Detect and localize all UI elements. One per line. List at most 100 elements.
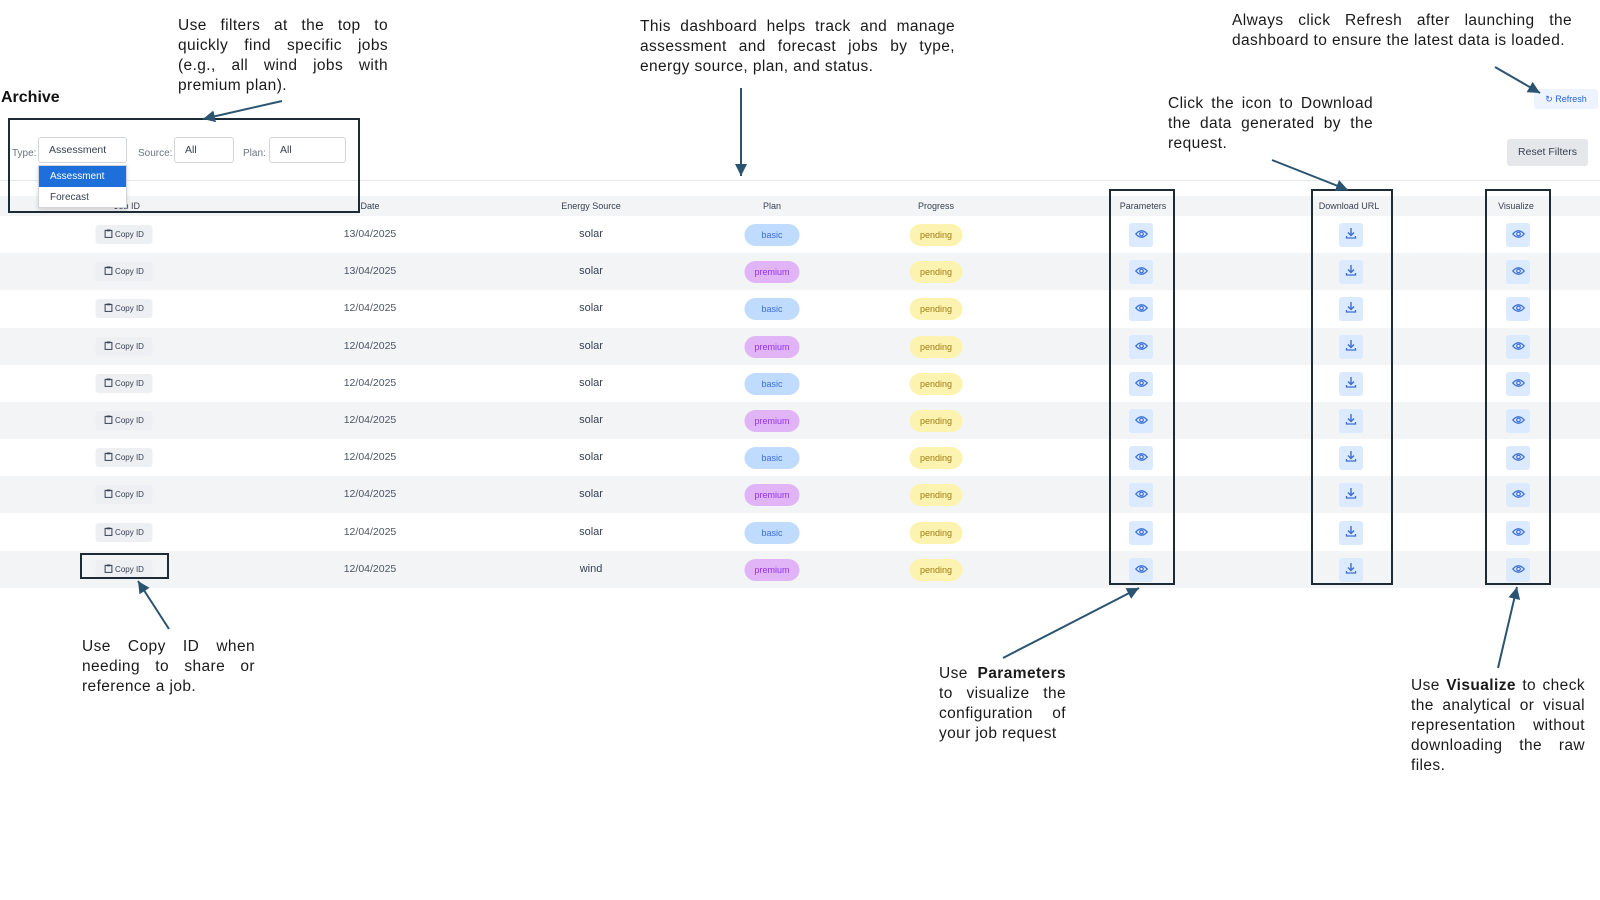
copy-id-button[interactable]: Copy ID bbox=[95, 411, 153, 430]
plan-badge: basic bbox=[744, 224, 800, 246]
clipboard-icon bbox=[104, 415, 115, 425]
download-button[interactable] bbox=[1339, 334, 1363, 359]
parameters-button[interactable] bbox=[1129, 371, 1153, 396]
parameters-button[interactable] bbox=[1129, 483, 1153, 508]
copy-id-note: Use Copy ID when needing to share or ref… bbox=[82, 638, 255, 695]
visualize-button[interactable] bbox=[1506, 557, 1530, 582]
download-button[interactable] bbox=[1339, 409, 1363, 433]
clipboard-icon bbox=[104, 303, 115, 313]
type-filter-select[interactable]: Assessment bbox=[38, 137, 127, 163]
progress-badge: pending bbox=[909, 521, 963, 544]
row-date: 12/04/2025 bbox=[343, 525, 397, 538]
eye-icon bbox=[1511, 263, 1525, 281]
progress-badge: pending bbox=[909, 261, 963, 284]
eye-icon bbox=[1134, 226, 1148, 244]
visualize-button[interactable] bbox=[1506, 297, 1530, 322]
arrow-to-filters bbox=[202, 100, 283, 123]
page-title: Archive bbox=[1, 89, 60, 106]
parameters-button[interactable] bbox=[1129, 260, 1153, 285]
parameters-button[interactable] bbox=[1129, 297, 1153, 322]
type-filter-dropdown: Assessment Forecast bbox=[38, 165, 127, 208]
copy-id-button[interactable]: Copy ID bbox=[95, 559, 153, 579]
arrow-to-download bbox=[1271, 159, 1349, 192]
visualize-button[interactable] bbox=[1506, 260, 1530, 285]
copy-id-label: Copy ID bbox=[115, 341, 144, 351]
parameters-button[interactable] bbox=[1129, 334, 1153, 359]
plan-badge: premium bbox=[744, 410, 800, 432]
table-row: Copy ID 12/04/2025 solar premium pending bbox=[0, 402, 1600, 439]
plan-badge: basic bbox=[744, 521, 800, 544]
progress-badge: pending bbox=[909, 558, 963, 581]
plan-filter-select[interactable]: All bbox=[269, 137, 346, 163]
download-button[interactable] bbox=[1339, 520, 1363, 545]
copy-id-button[interactable]: Copy ID bbox=[95, 299, 153, 319]
visualize-button[interactable] bbox=[1506, 483, 1530, 508]
row-energy-source: solar bbox=[579, 302, 603, 315]
parameters-button[interactable] bbox=[1129, 557, 1153, 582]
eye-icon bbox=[1511, 412, 1525, 430]
eye-icon bbox=[1134, 375, 1148, 393]
visualize-button[interactable] bbox=[1506, 520, 1530, 545]
table-row: Copy ID 12/04/2025 solar basic pending bbox=[0, 290, 1600, 327]
parameters-button[interactable] bbox=[1129, 520, 1153, 545]
download-icon bbox=[1345, 338, 1357, 356]
row-date: 13/04/2025 bbox=[343, 228, 397, 240]
copy-id-button[interactable]: Copy ID bbox=[95, 262, 153, 282]
parameters-note: Use Parameters to visualize the configur… bbox=[939, 665, 1066, 742]
plan-badge: basic bbox=[744, 372, 800, 395]
copy-id-label: Copy ID bbox=[115, 304, 144, 314]
parameters-button[interactable] bbox=[1129, 409, 1153, 433]
reset-filters-button[interactable]: Reset Filters bbox=[1507, 139, 1588, 166]
type-option-assessment[interactable]: Assessment bbox=[39, 166, 126, 187]
copy-id-button[interactable]: Copy ID bbox=[95, 336, 153, 356]
copy-id-button[interactable]: Copy ID bbox=[95, 448, 153, 468]
visualize-button[interactable] bbox=[1506, 409, 1530, 433]
eye-icon bbox=[1511, 300, 1525, 318]
visualize-button[interactable] bbox=[1506, 223, 1530, 247]
progress-badge: pending bbox=[909, 224, 963, 246]
eye-icon bbox=[1134, 449, 1148, 467]
parameters-highlight-box bbox=[1109, 189, 1175, 585]
col-energy-source: Energy Source bbox=[561, 201, 621, 211]
eye-icon bbox=[1134, 412, 1148, 430]
eye-icon bbox=[1134, 486, 1148, 504]
visualize-button[interactable] bbox=[1506, 371, 1530, 396]
visualize-note: Use Visualize to check the analytical or… bbox=[1411, 677, 1585, 774]
download-button[interactable] bbox=[1339, 446, 1363, 471]
eye-icon bbox=[1511, 561, 1525, 579]
table-row: Copy ID 13/04/2025 solar basic pending bbox=[0, 216, 1600, 253]
type-option-forecast[interactable]: Forecast bbox=[50, 192, 89, 203]
visualize-button[interactable] bbox=[1506, 446, 1530, 471]
copy-id-button[interactable]: Copy ID bbox=[95, 485, 153, 505]
visualize-button[interactable] bbox=[1506, 334, 1530, 359]
table-row: Copy ID 12/04/2025 solar premium pending bbox=[0, 476, 1600, 514]
table-row: Copy ID 12/04/2025 solar premium pending bbox=[0, 327, 1600, 365]
col-download-url: Download URL bbox=[1318, 201, 1380, 211]
refresh-icon: ↻ bbox=[1545, 94, 1553, 104]
row-energy-source: solar bbox=[579, 525, 603, 538]
refresh-button[interactable]: ↻ Refresh bbox=[1534, 89, 1598, 109]
copy-id-button[interactable]: Copy ID bbox=[95, 373, 153, 393]
row-energy-source: solar bbox=[579, 414, 603, 426]
download-button[interactable] bbox=[1339, 483, 1363, 508]
table-row: Copy ID 12/04/2025 solar basic pending bbox=[0, 514, 1600, 551]
download-button[interactable] bbox=[1339, 297, 1363, 322]
copy-id-button[interactable]: Copy ID bbox=[95, 225, 153, 244]
source-filter-select[interactable]: All bbox=[174, 137, 234, 163]
download-button[interactable] bbox=[1339, 557, 1363, 582]
download-button[interactable] bbox=[1339, 260, 1363, 285]
download-icon bbox=[1345, 524, 1357, 542]
parameters-button[interactable] bbox=[1129, 446, 1153, 471]
parameters-button[interactable] bbox=[1129, 223, 1153, 247]
download-icon bbox=[1345, 561, 1357, 579]
source-filter-label: Source: bbox=[138, 148, 173, 159]
download-button[interactable] bbox=[1339, 223, 1363, 247]
row-energy-source: solar bbox=[579, 339, 603, 352]
row-energy-source: solar bbox=[579, 451, 603, 464]
plan-badge: premium bbox=[744, 558, 800, 581]
download-button[interactable] bbox=[1339, 371, 1363, 396]
download-highlight-box bbox=[1311, 189, 1393, 585]
arrow-to-parameters bbox=[1002, 587, 1140, 659]
copy-id-label: Copy ID bbox=[115, 230, 144, 239]
copy-id-button[interactable]: Copy ID bbox=[95, 522, 153, 542]
